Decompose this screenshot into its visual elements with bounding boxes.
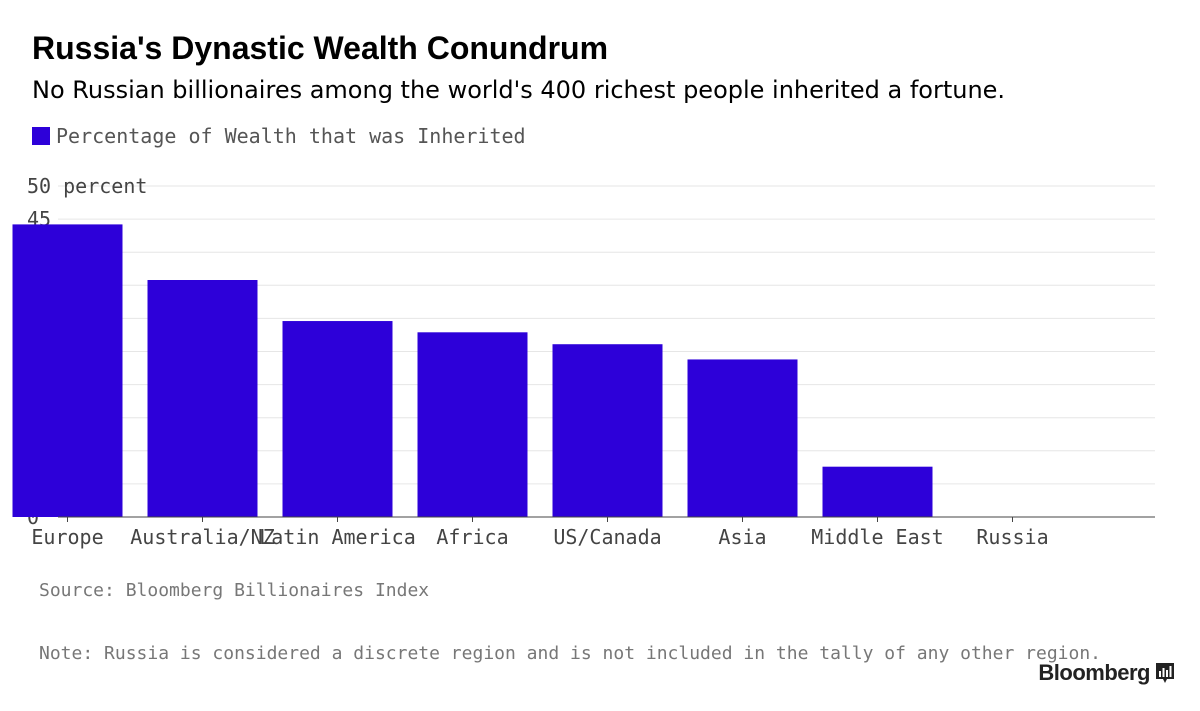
brand-name: Bloomberg [1038,660,1150,685]
x-tick-label: Latin America [259,525,416,549]
bar [417,332,528,517]
bar [552,344,663,517]
bar [282,321,393,517]
chart-subtitle: No Russian billionaires among the world'… [32,76,1006,104]
bar [12,224,123,517]
bar [687,359,798,517]
brand-logo: Bloomberg [1038,660,1174,686]
x-tick-label: Europe [31,525,103,549]
x-tick-label: Africa [436,525,508,549]
legend-swatch [32,127,50,145]
source-text: Source: Bloomberg Billionaires Index [39,580,430,601]
x-tick-label: Asia [718,525,766,549]
bar [822,466,933,517]
x-tick-label: Australia/NZ [130,525,275,549]
chart-title: Russia's Dynastic Wealth Conundrum [32,30,609,66]
x-tick-label: Middle East [811,525,943,549]
y-tick-label: 50 percent [27,174,147,198]
x-tick-label: US/Canada [553,525,661,549]
bars [12,224,933,517]
legend: Percentage of Wealth that was Inherited [32,124,526,148]
legend-label: Percentage of Wealth that was Inherited [56,124,526,148]
note-text: Note: Russia is considered a discrete re… [39,643,1102,664]
bloomberg-chart-icon [1156,663,1174,683]
bar [147,280,258,517]
x-tick-label: Russia [976,525,1048,549]
